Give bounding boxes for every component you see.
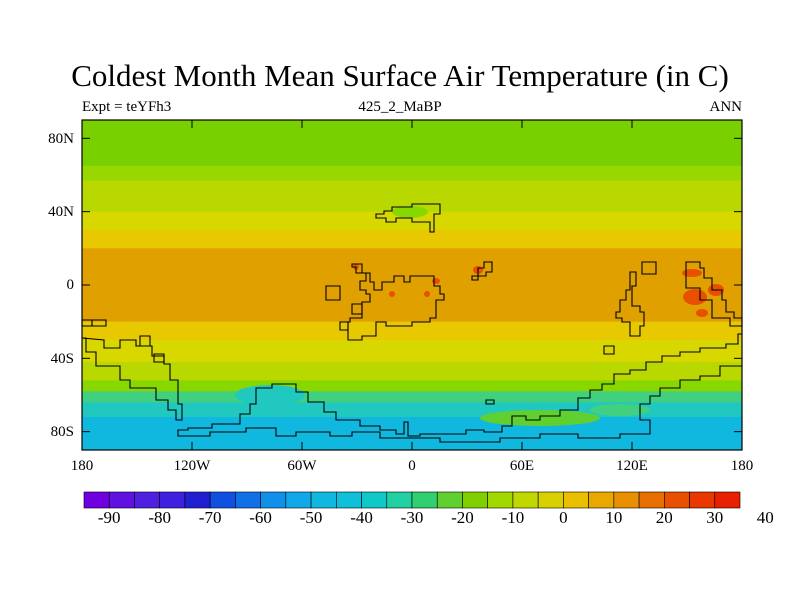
cool-patch xyxy=(392,206,428,218)
coastline xyxy=(485,399,495,405)
temperature-band-5 xyxy=(82,248,742,323)
colorbar-label: 40 xyxy=(756,508,774,527)
coastline xyxy=(153,353,165,363)
lon-label-120e: 120E xyxy=(616,458,648,474)
chart-title: Coldest Month Mean Surface Air Temperatu… xyxy=(71,58,729,93)
colorbar-swatch xyxy=(537,491,564,509)
colorbar-label: -90 xyxy=(97,508,121,527)
time-label: 425_2_MaBP xyxy=(358,99,442,115)
colorbar-swatch xyxy=(134,491,160,509)
colorbar-label: 10 xyxy=(605,508,623,527)
colorbar-swatch xyxy=(83,491,110,509)
lon-label-60w: 60W xyxy=(287,458,317,474)
colorbar-label: 20 xyxy=(655,508,673,527)
coastline xyxy=(603,345,615,355)
colorbar-label: -70 xyxy=(198,508,222,527)
lat-label-80s: 80S xyxy=(50,424,74,440)
colorbar-label: 0 xyxy=(559,508,568,527)
coastline xyxy=(139,335,151,347)
colorbar-swatch xyxy=(159,491,186,509)
colorbar-label: -60 xyxy=(249,508,272,527)
colorbar-swatch xyxy=(689,491,716,509)
coastline xyxy=(615,271,645,337)
warm-patch xyxy=(389,291,395,297)
warm-patches xyxy=(235,206,724,426)
coastline xyxy=(471,261,493,281)
temperature-band-8 xyxy=(82,362,742,381)
colorbar-swatch xyxy=(361,491,388,509)
colorbar-swatch xyxy=(285,491,312,509)
cool-patch xyxy=(590,404,650,416)
colorbar-swatch xyxy=(512,491,539,509)
coastline xyxy=(641,261,657,275)
lat-label-40n: 40N xyxy=(48,204,74,220)
colorbar-swatch xyxy=(638,491,665,509)
colorbar-swatch xyxy=(664,491,690,509)
temperature-band-10 xyxy=(82,391,742,403)
warm-patch xyxy=(696,309,708,317)
colorbar-swatch xyxy=(411,491,438,509)
coastline xyxy=(685,261,743,327)
coastline xyxy=(351,303,363,315)
colorbar-swatch xyxy=(336,491,362,509)
colorbar-swatch xyxy=(436,491,463,509)
cool-patch xyxy=(235,385,305,405)
colorbar-swatch xyxy=(260,491,287,509)
colorbar-label: -30 xyxy=(400,508,424,527)
lon-label-180e: 180 xyxy=(730,458,754,474)
lon-label-180w: 180 xyxy=(70,458,94,474)
lon-label-120w: 120W xyxy=(173,458,211,474)
temperature-band-9 xyxy=(82,380,742,392)
warm-patch xyxy=(683,289,707,305)
colorbar-label: 50 xyxy=(796,508,800,528)
coastline xyxy=(347,263,445,341)
colorbar-swatch xyxy=(235,491,261,509)
temperature-band-7 xyxy=(82,340,742,363)
colorbar-swatch xyxy=(563,491,589,509)
colorbar-swatch xyxy=(386,491,413,509)
lat-label-80n: 80N xyxy=(48,131,74,147)
coastline xyxy=(375,203,441,233)
lat-label-0: 0 xyxy=(66,277,75,293)
colorbar-label: -20 xyxy=(451,508,474,527)
colorbar-label: 30 xyxy=(706,508,724,527)
colorbar-swatch xyxy=(209,491,236,509)
warm-patch xyxy=(682,269,702,277)
continent-outlines xyxy=(81,203,743,443)
colorbar-label: -80 xyxy=(148,508,172,527)
colorbar-swatch xyxy=(714,491,741,509)
coastline xyxy=(325,285,341,301)
temperature-band-1 xyxy=(82,165,742,181)
season-label: ANN xyxy=(709,99,743,115)
experiment-label: Expt = teYFh3 xyxy=(82,99,172,115)
coastline xyxy=(339,321,349,331)
colorbar-label: -10 xyxy=(501,508,525,527)
coastline xyxy=(91,319,107,327)
temperature-band-6 xyxy=(82,321,742,341)
coastline xyxy=(81,337,183,421)
colorbar-swatch xyxy=(310,491,337,509)
lat-label-40s: 40S xyxy=(50,351,74,367)
coastline xyxy=(177,333,742,443)
colorbar-label: -40 xyxy=(350,508,373,527)
colorbar-swatch xyxy=(588,491,615,509)
warm-patch xyxy=(424,291,430,297)
colorbar-swatch xyxy=(462,491,488,509)
colorbar-label: -50 xyxy=(299,508,323,527)
colorbar-swatch xyxy=(613,491,640,509)
lon-label-0: 0 xyxy=(408,458,416,474)
colorbar-swatch xyxy=(184,491,211,509)
colorbar-swatch xyxy=(487,491,514,509)
temperature-band-4 xyxy=(82,230,742,249)
axis-ticks xyxy=(81,120,743,450)
colorbar-swatch xyxy=(108,491,135,509)
lon-label-60e: 60E xyxy=(509,458,535,474)
